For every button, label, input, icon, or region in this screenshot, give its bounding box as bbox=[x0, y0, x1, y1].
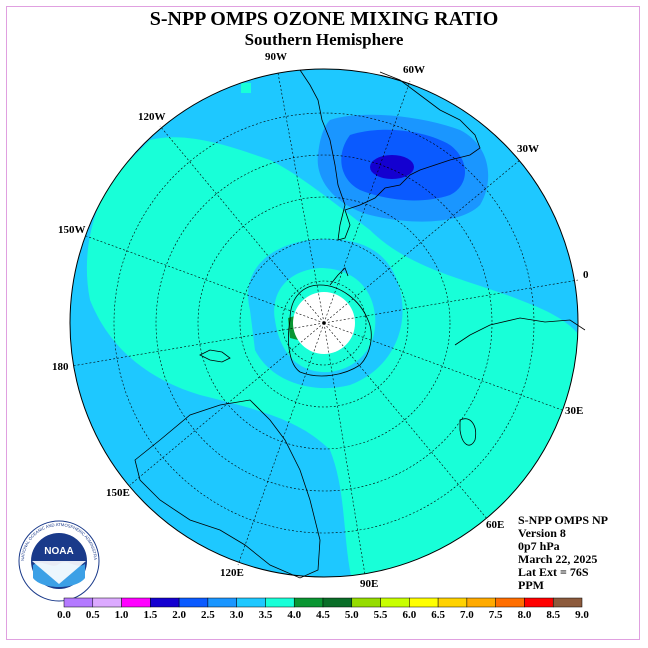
info-pressure: 0p7 hPa bbox=[518, 539, 560, 553]
antarctic-peninsula bbox=[329, 267, 349, 286]
colorbar-swatch bbox=[178, 597, 209, 608]
contour-fill bbox=[70, 69, 578, 577]
colorbar-swatch bbox=[150, 597, 180, 608]
colorbar-tick-label: 8.5 bbox=[546, 609, 560, 621]
lon-label-60e: 60E bbox=[486, 519, 504, 531]
meridian-30w bbox=[323, 159, 521, 324]
colorbar-tick-label: 2.0 bbox=[172, 609, 186, 621]
meridian-60e bbox=[323, 322, 489, 521]
info-version: Version 8 bbox=[518, 526, 566, 540]
meridian-180 bbox=[71, 322, 325, 367]
logo-gull bbox=[32, 561, 86, 584]
colorbar-tick-label: 2.5 bbox=[201, 609, 215, 621]
colorbar-tick-label: 8.0 bbox=[518, 609, 532, 621]
lon-label-30w: 30W bbox=[517, 143, 539, 155]
lon-label-60w: 60W bbox=[403, 64, 425, 76]
lat-circle-4 bbox=[155, 154, 493, 492]
meridian-60w bbox=[323, 80, 411, 324]
colorbar-swatch bbox=[322, 597, 353, 608]
colorbar-tick-label: 3.5 bbox=[259, 609, 273, 621]
madagascar-coast bbox=[459, 418, 477, 446]
colorbar-tick-label: 0.5 bbox=[86, 609, 100, 621]
lon-label-120e: 120E bbox=[220, 567, 244, 579]
colorbar-tick-label: 1.0 bbox=[115, 609, 129, 621]
info-units: PPM bbox=[518, 578, 544, 592]
longitude-labels: 90W 60W 30W 0 30E 60E 90E 120E 150E 180 … bbox=[52, 51, 589, 590]
colorbar-tick-label: 5.5 bbox=[374, 609, 388, 621]
africa-south-coast bbox=[454, 317, 586, 346]
colorbar-swatch bbox=[437, 597, 468, 608]
antarctica-coast bbox=[288, 284, 372, 377]
colorbar-swatch bbox=[495, 597, 525, 608]
graticule bbox=[71, 72, 579, 576]
lon-label-90w: 90W bbox=[265, 51, 287, 63]
info-lat-extent: Lat Ext = 76S bbox=[518, 565, 589, 579]
map-boundary bbox=[69, 68, 579, 578]
colorbar-swatch bbox=[466, 597, 496, 608]
colorbar-swatch bbox=[351, 597, 381, 608]
meridian-90e bbox=[323, 322, 366, 576]
colorbar-swatch bbox=[265, 597, 295, 608]
colorbar-tick-label: 6.0 bbox=[402, 609, 416, 621]
colorbar-tick-label: 5.0 bbox=[345, 609, 359, 621]
colorbar-tick-label: 6.5 bbox=[431, 609, 445, 621]
lon-label-30e: 30E bbox=[565, 405, 583, 417]
lon-label-90e: 90E bbox=[360, 578, 378, 590]
south-america-coast bbox=[299, 69, 481, 241]
australia-coast bbox=[134, 399, 321, 579]
colorbar-swatches bbox=[63, 597, 583, 608]
colorbar-tick-label: 4.5 bbox=[316, 609, 330, 621]
lat-circle-3 bbox=[197, 196, 451, 450]
1-5-band bbox=[370, 155, 414, 179]
colorbar-tick-label: 0.0 bbox=[57, 609, 71, 621]
lon-label-180: 180 bbox=[52, 361, 69, 373]
meridian-0 bbox=[323, 279, 579, 324]
map-title: S-NPP OMPS OZONE MIXING RATIO bbox=[149, 8, 499, 30]
colorbar-tick-label: 7.0 bbox=[460, 609, 474, 621]
lat-circle-1 bbox=[281, 280, 367, 366]
colorbar-swatch bbox=[552, 597, 583, 608]
colorbar-swatch bbox=[121, 597, 151, 608]
colorbar-tick-label: 3.0 bbox=[230, 609, 244, 621]
logo-text: NOAA bbox=[44, 546, 73, 557]
meridian-120w bbox=[159, 125, 325, 324]
small-aqua-patch bbox=[241, 83, 251, 93]
plot-frame bbox=[6, 6, 640, 640]
south-pole-dot bbox=[322, 321, 326, 325]
meridian-120e bbox=[237, 322, 325, 566]
colorbar-tick-label: 1.5 bbox=[143, 609, 157, 621]
colorbar-swatch bbox=[63, 597, 94, 608]
coastlines bbox=[134, 69, 586, 579]
colorbar-swatch bbox=[236, 597, 266, 608]
info-product: S-NPP OMPS NP bbox=[518, 513, 608, 527]
colorbar-tick-label: 9.0 bbox=[575, 609, 589, 621]
colorbar-tick-label: 4.0 bbox=[287, 609, 301, 621]
colorbar-tick-label: 7.5 bbox=[489, 609, 503, 621]
noaa-logo: NOAA NATIONAL OCEANIC AND ATMOSPHERIC AD… bbox=[18, 520, 100, 602]
lon-label-120w: 120W bbox=[138, 111, 166, 123]
lon-label-150w: 150W bbox=[58, 224, 86, 236]
colorbar-swatch bbox=[92, 597, 122, 608]
map-subtitle: Southern Hemisphere bbox=[244, 30, 404, 49]
lat-circle-2 bbox=[239, 238, 409, 408]
colorbar-swatch bbox=[409, 597, 439, 608]
colorbar-swatch bbox=[380, 597, 410, 608]
info-date: March 22, 2025 bbox=[518, 552, 598, 566]
lon-label-0: 0 bbox=[583, 269, 589, 281]
colorbar-swatch bbox=[293, 597, 324, 608]
new-zealand-coast bbox=[199, 349, 231, 363]
colorbar-swatch bbox=[524, 597, 554, 608]
colorbar-swatch bbox=[207, 597, 237, 608]
colorbar-ticks: 0.0 0.5 1.0 1.5 2.0 2.5 3.0 3.5 4.0 4.5 5.0 5.5 6.0 6… bbox=[57, 609, 589, 621]
lon-label-150e: 150E bbox=[106, 487, 130, 499]
lat-circle-5 bbox=[113, 112, 535, 534]
